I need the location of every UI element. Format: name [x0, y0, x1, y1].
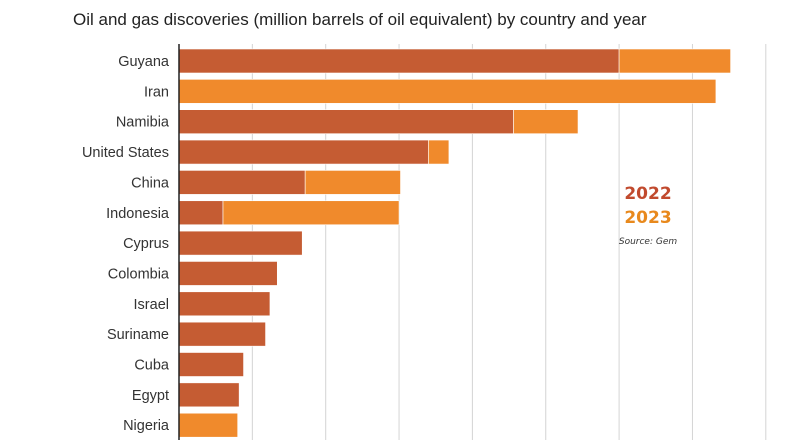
category-label: United States	[82, 145, 169, 161]
category-label: Cyprus	[123, 236, 169, 252]
bar-2022-namibia	[178, 109, 514, 134]
bar-2022-cyprus	[178, 230, 303, 256]
bar-2023-indonesia	[222, 200, 400, 226]
category-label: Nigeria	[123, 418, 170, 434]
bar-2022-indonesia	[178, 200, 224, 226]
bar-2022-suriname	[178, 321, 266, 347]
bar-2022-guyana	[178, 48, 620, 74]
bar-2023-nigeria	[178, 412, 238, 438]
category-label: Indonesia	[106, 206, 170, 222]
bar-2022-united-states	[178, 139, 429, 165]
bars	[178, 48, 731, 438]
category-labels: Guyana Iran Namibia United States China Indon…	[82, 54, 170, 434]
category-label: Israel	[134, 297, 169, 313]
source-note: Source: Gem	[618, 237, 678, 247]
category-label: China	[131, 175, 170, 191]
category-label: Suriname	[107, 327, 169, 343]
category-label: Namibia	[116, 115, 170, 131]
bar-2022-israel	[178, 291, 271, 317]
category-label: Guyana	[118, 54, 170, 70]
bar-2023-guyana	[618, 48, 731, 74]
bar-2023-iran	[178, 79, 717, 104]
chart-title: Oil and gas discoveries (million barrels…	[73, 10, 647, 29]
bar-2023-namibia	[513, 109, 579, 134]
legend-2022: 2022	[624, 184, 672, 204]
bar-2022-cuba	[178, 352, 244, 377]
category-label: Iran	[144, 84, 169, 100]
bar-2022-china	[178, 170, 306, 195]
category-label: Cuba	[134, 358, 170, 374]
bar-2022-colombia	[178, 261, 278, 286]
bar-2023-china	[304, 170, 401, 195]
category-label: Egypt	[132, 388, 169, 404]
category-label: Colombia	[108, 266, 170, 282]
bar-2022-egypt	[178, 382, 240, 408]
bar-2023-united-states	[428, 139, 450, 165]
legend: 2022 2023	[608, 182, 688, 230]
legend-2023: 2023	[624, 208, 672, 228]
